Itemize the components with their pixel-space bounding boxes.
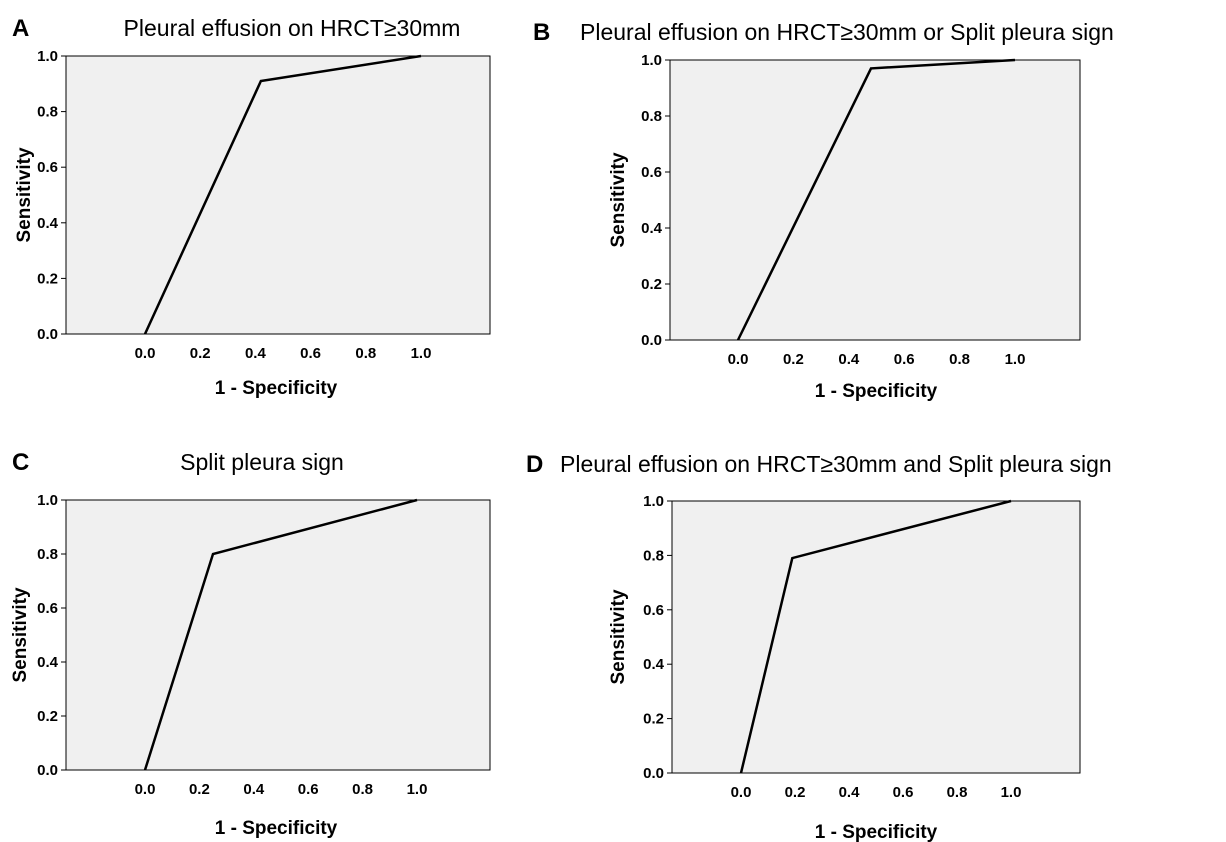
x-tick-label: 0.0 bbox=[731, 784, 752, 801]
x-tick-label: 0.8 bbox=[352, 781, 373, 798]
plot-area bbox=[65, 55, 491, 335]
y-tick-label: 0.0 bbox=[643, 765, 664, 782]
x-tick-label: 1.0 bbox=[407, 781, 428, 798]
y-tick-label: 0.4 bbox=[641, 220, 663, 237]
y-tick-label: 0.2 bbox=[641, 276, 662, 293]
x-tick-label: 0.4 bbox=[838, 351, 860, 368]
y-tick-label: 0.6 bbox=[643, 602, 664, 619]
y-axis-label: Sensitivity bbox=[608, 152, 629, 247]
chart-title: Pleural effusion on HRCT≥30mm bbox=[124, 15, 461, 41]
y-tick-label: 1.0 bbox=[641, 52, 662, 69]
y-tick-label: 0.2 bbox=[643, 711, 664, 728]
roc-panel-a: A Pleural effusion on HRCT≥30mm 0.0 0.2 0.4 0… bbox=[12, 15, 491, 399]
x-tick-label: 0.8 bbox=[949, 351, 970, 368]
panel-letter: A bbox=[12, 15, 29, 42]
x-tick-label: 0.2 bbox=[785, 784, 806, 801]
y-tick-label: 0.8 bbox=[641, 108, 662, 125]
x-tick-label: 0.0 bbox=[135, 781, 156, 798]
x-tick-label: 0.6 bbox=[894, 351, 915, 368]
y-tick-label: 0.2 bbox=[37, 708, 58, 725]
y-tick-label: 0.8 bbox=[37, 546, 58, 563]
chart-title: Pleural effusion on HRCT≥30mm or Split p… bbox=[580, 19, 1114, 45]
y-tick-label: 0.0 bbox=[37, 762, 58, 779]
panel-letter: B bbox=[533, 19, 550, 46]
roc-panel-c: C Split pleura sign 0.0 0.2 0.4 0.6 0.8 1.0 0.0 0… bbox=[10, 449, 491, 839]
plot-area bbox=[669, 59, 1081, 341]
roc-curve-line bbox=[143, 498, 418, 771]
plot-area bbox=[65, 499, 491, 771]
panel-letter: D bbox=[526, 451, 543, 478]
y-tick-label: 0.4 bbox=[37, 654, 59, 671]
y-tick-label: 1.0 bbox=[643, 493, 664, 510]
x-tick-label: 0.4 bbox=[839, 784, 861, 801]
y-tick-label: 0.0 bbox=[37, 326, 58, 343]
y-tick-label: 0.6 bbox=[37, 600, 58, 617]
roc-curve-line bbox=[736, 58, 1016, 341]
y-tick-label: 0.8 bbox=[643, 547, 664, 564]
y-tick-label: 1.0 bbox=[37, 492, 58, 509]
x-tick-label: 1.0 bbox=[1001, 784, 1022, 801]
y-tick-label: 0.6 bbox=[37, 159, 58, 176]
y-tick-label: 0.2 bbox=[37, 270, 58, 287]
x-tick-label: 0.6 bbox=[300, 345, 321, 362]
x-tick-label: 0.4 bbox=[243, 781, 265, 798]
plot-area bbox=[671, 500, 1081, 774]
panel-letter: C bbox=[12, 449, 29, 476]
x-tick-label: 0.4 bbox=[245, 345, 267, 362]
y-axis-label: Sensitivity bbox=[608, 589, 629, 684]
y-tick-label: 0.6 bbox=[641, 164, 662, 181]
x-tick-label: 0.6 bbox=[298, 781, 319, 798]
x-axis-label: 1 - Specificity bbox=[815, 822, 938, 842]
x-tick-label: 0.0 bbox=[135, 345, 156, 362]
roc-curve-line bbox=[739, 499, 1012, 774]
x-tick-label: 0.6 bbox=[893, 784, 914, 801]
x-axis-label: 1 - Specificity bbox=[215, 818, 338, 839]
x-tick-label: 0.2 bbox=[190, 345, 211, 362]
y-tick-label: 0.4 bbox=[643, 656, 665, 673]
x-tick-label: 1.0 bbox=[411, 345, 432, 362]
roc-panel-d: D Pleural effusion on HRCT≥30mm and Split… bbox=[526, 451, 1112, 842]
y-tick-label: 0.8 bbox=[37, 104, 58, 121]
y-tick-label: 0.4 bbox=[37, 215, 59, 232]
y-tick-label: 1.0 bbox=[37, 48, 58, 65]
roc-panel-b: B Pleural effusion on HRCT≥30mm or Split … bbox=[533, 19, 1114, 402]
x-tick-label: 0.2 bbox=[783, 351, 804, 368]
x-tick-label: 0.8 bbox=[947, 784, 968, 801]
y-axis-label: Sensitivity bbox=[14, 147, 35, 242]
y-tick-label: 0.0 bbox=[641, 332, 662, 349]
x-tick-label: 0.2 bbox=[189, 781, 210, 798]
x-tick-label: 0.8 bbox=[355, 345, 376, 362]
x-tick-label: 1.0 bbox=[1005, 351, 1026, 368]
x-tick-label: 0.0 bbox=[728, 351, 749, 368]
x-axis-label: 1 - Specificity bbox=[215, 378, 338, 399]
roc-curve-line bbox=[143, 54, 422, 335]
y-axis-label: Sensitivity bbox=[10, 587, 31, 682]
chart-title: Split pleura sign bbox=[180, 449, 344, 475]
x-axis-label: 1 - Specificity bbox=[815, 381, 938, 402]
chart-title: Pleural effusion on HRCT≥30mm and Split … bbox=[560, 451, 1112, 477]
